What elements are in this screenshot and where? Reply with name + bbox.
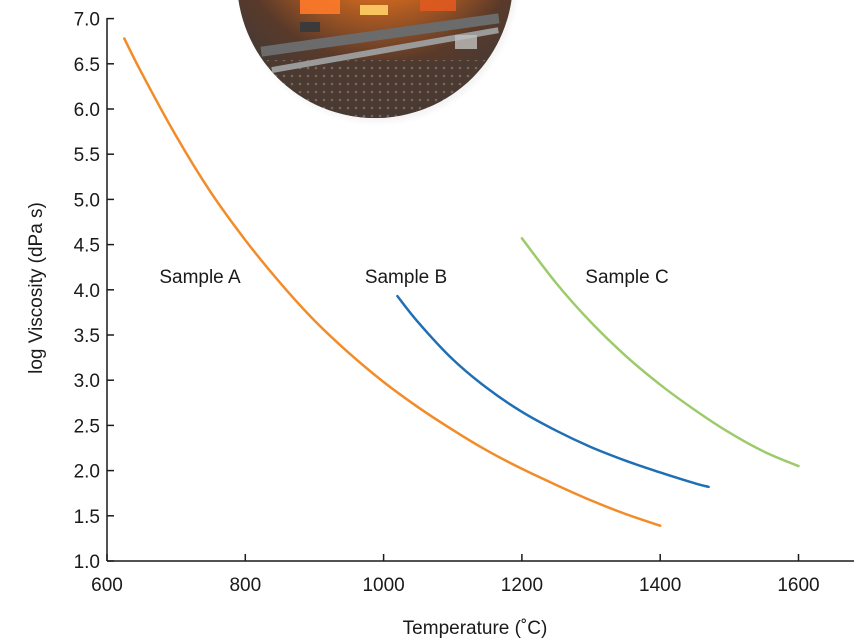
y-tick-label: 5.0: [74, 190, 100, 211]
y-tick-label: 3.5: [74, 326, 100, 347]
y-tick-label: 7.0: [74, 10, 100, 31]
x-tick-label: 600: [91, 575, 123, 596]
furnace-photo: [236, 0, 520, 126]
y-tick-label: 3.0: [74, 371, 100, 392]
y-tick-label: 4.0: [74, 281, 100, 302]
sample-a-label: Sample A: [159, 267, 241, 288]
sample-b-line: [396, 294, 710, 489]
x-tick-label: 1200: [501, 575, 543, 596]
sample-c-line: [520, 237, 800, 468]
y-tick-label: 1.5: [74, 507, 100, 528]
series-curves: [123, 37, 800, 527]
x-ticks: 600 800 1000 1200 1400 1600: [91, 554, 820, 596]
axes: [106, 18, 854, 562]
x-tick-label: 1000: [362, 575, 404, 596]
sample-a-line: [123, 37, 662, 527]
x-axis-title: Temperature (˚C): [403, 618, 548, 639]
y-ticks: 1.0 1.5 2.0 2.5 3.0 3.5 4.0 4.5 5.0 5.5 6.0 6.5 7.0: [74, 10, 114, 573]
y-tick-label: 2.0: [74, 462, 100, 483]
sample-c-label: Sample C: [585, 267, 668, 288]
y-tick-label: 5.5: [74, 145, 100, 166]
series-labels: Sample A Sample B Sample C: [159, 267, 668, 288]
y-tick-label: 4.5: [74, 236, 100, 257]
y-tick-label: 2.5: [74, 416, 100, 437]
sample-b-label: Sample B: [365, 267, 447, 288]
y-tick-label: 6.0: [74, 100, 100, 121]
y-axis-title: log Viscosity (dPa s): [26, 202, 47, 374]
x-tick-label: 1600: [777, 575, 819, 596]
x-tick-label: 1400: [639, 575, 681, 596]
y-tick-label: 6.5: [74, 55, 100, 76]
x-tick-label: 800: [229, 575, 261, 596]
y-tick-label: 1.0: [74, 552, 100, 573]
